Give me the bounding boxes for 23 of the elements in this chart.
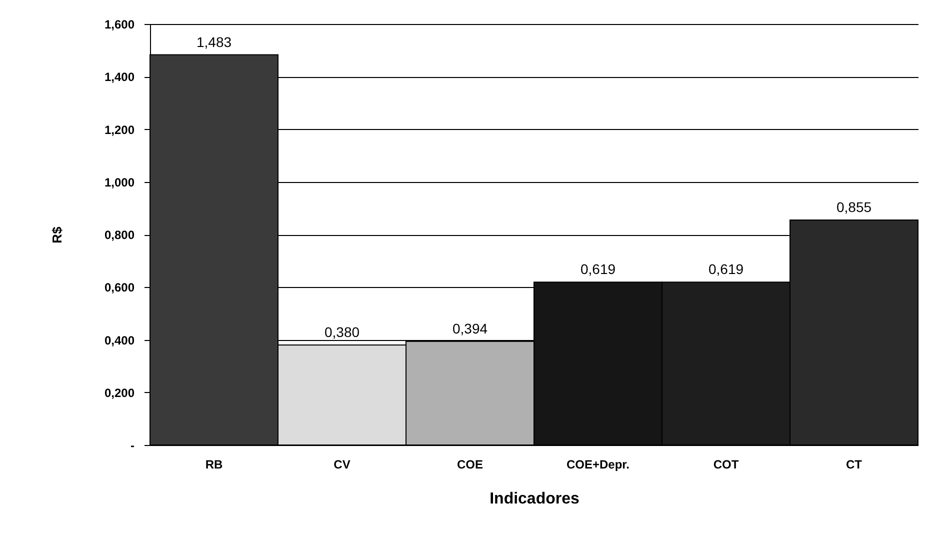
data-label: 0,619: [580, 261, 616, 278]
x-tick-label: COE: [456, 458, 484, 472]
y-tick-label: 1,600: [104, 18, 135, 32]
y-tick-label: 1,200: [104, 122, 135, 137]
x-axis-title: Indicadores: [490, 490, 580, 508]
x-tick-label: RB: [205, 458, 223, 472]
data-label: 0,394: [452, 320, 488, 336]
y-tick-label: 0,600: [104, 280, 135, 295]
y-tick-label: 0,400: [104, 333, 135, 348]
y-tick-label: 0,200: [104, 386, 135, 400]
y-tick-label: 0,800: [104, 228, 135, 242]
data-label: 0,619: [708, 261, 744, 278]
y-tick-label: 1,000: [104, 175, 135, 190]
y-tick-label: -: [130, 438, 134, 452]
x-tick-label: CV: [334, 458, 350, 472]
x-tick-label: CT: [846, 458, 863, 472]
y-tick-label: 1,400: [104, 70, 135, 84]
data-label: 1,483: [196, 34, 232, 50]
x-tick-label: COT: [713, 458, 740, 472]
data-label: 0,855: [836, 199, 872, 216]
data-label: 0,380: [324, 324, 360, 340]
y-axis-title: R$: [49, 226, 64, 244]
x-tick-label: COE+Depr.: [566, 458, 630, 472]
